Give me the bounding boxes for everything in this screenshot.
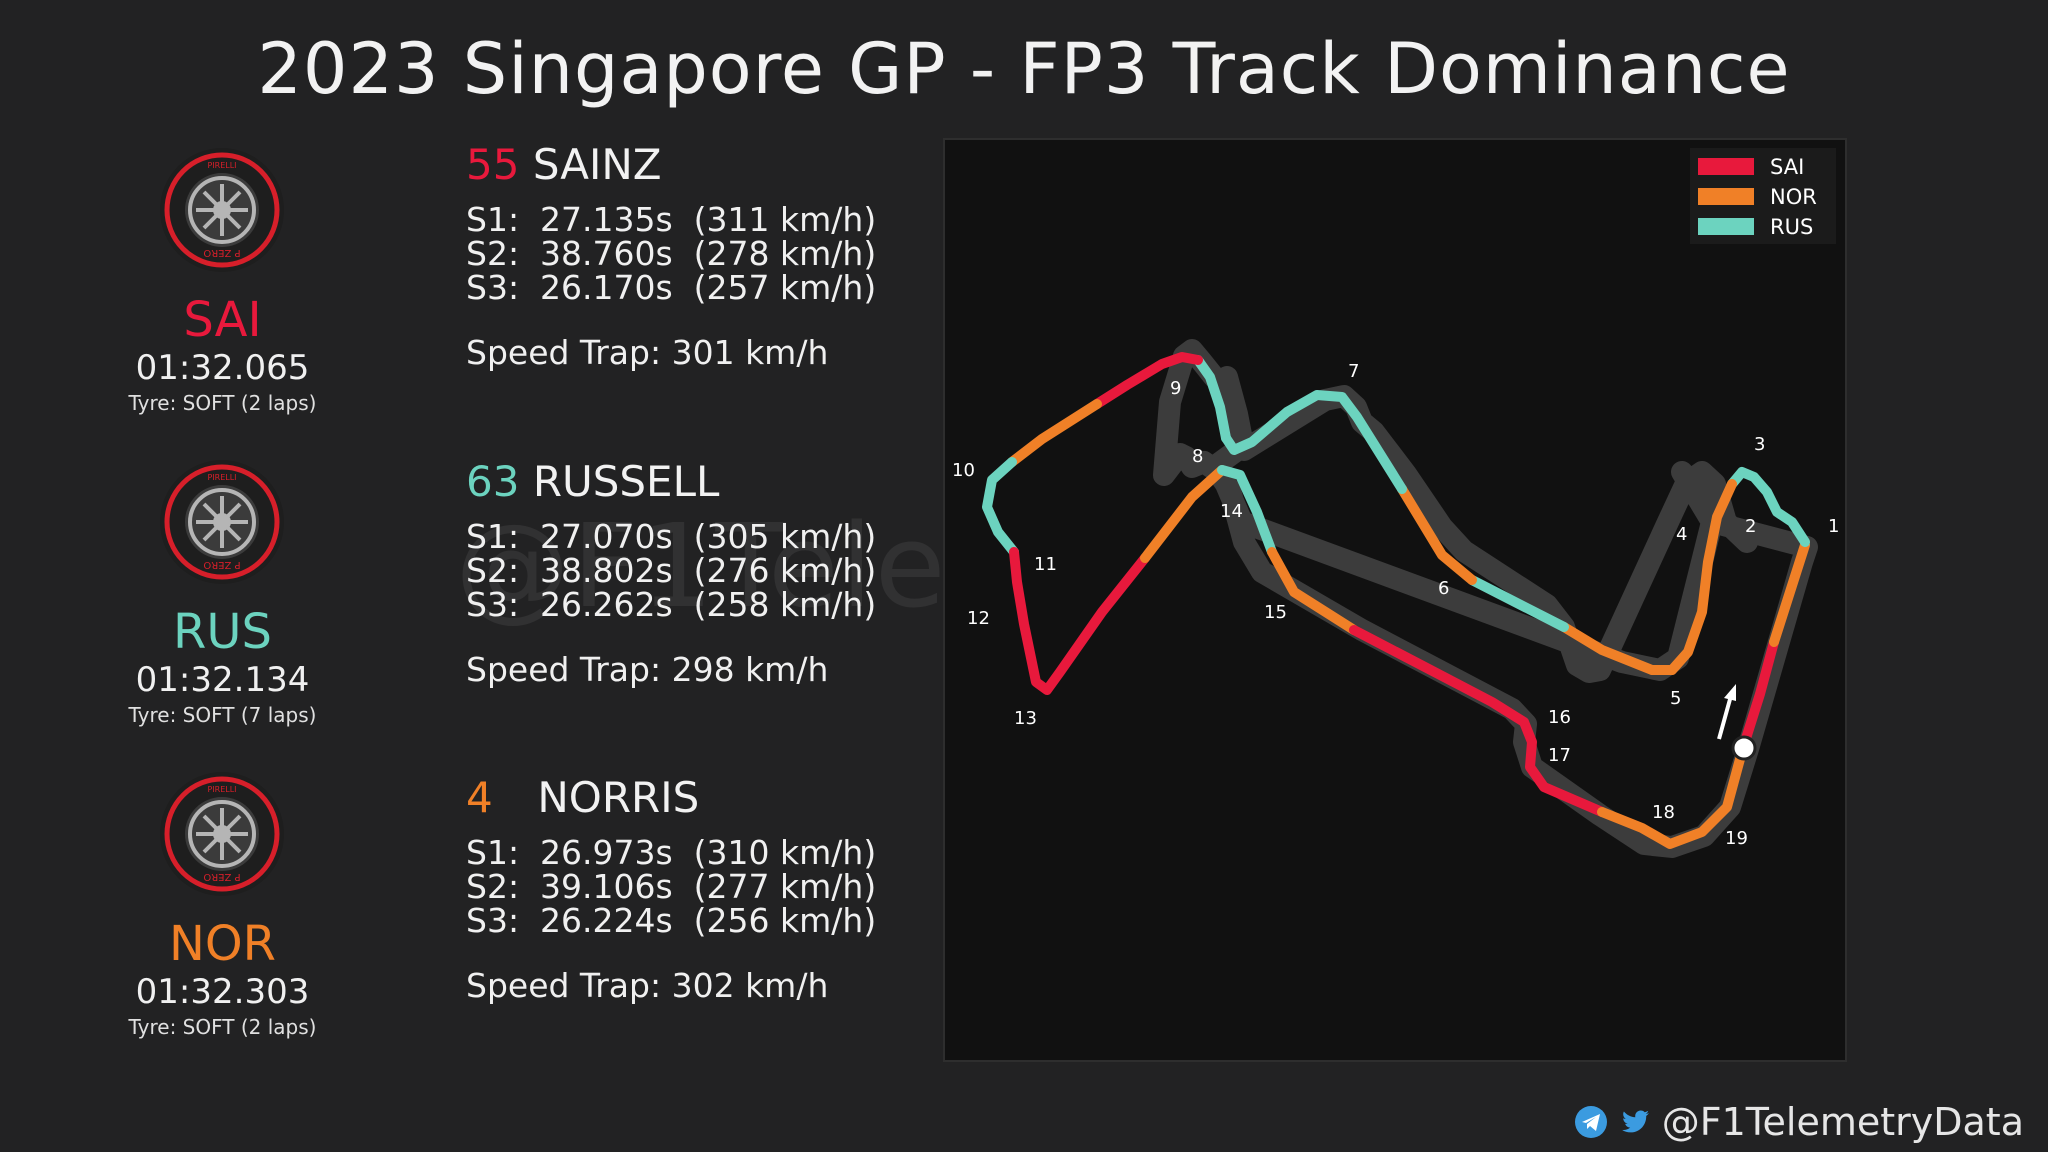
- tyre-icon: PIRELLI P ZERO: [160, 772, 284, 896]
- svg-text:PIRELLI: PIRELLI: [207, 161, 236, 170]
- driver-name: 63 RUSSELL: [466, 457, 720, 506]
- driver-abbr: NOR: [168, 916, 277, 972]
- svg-text:P ZERO: P ZERO: [203, 247, 240, 258]
- driver-info-nor: 4 NORRIS S1: 26.973s (310 km/h) S2: 39.1…: [466, 773, 926, 1005]
- sector-1: S1: 27.070s (305 km/h): [466, 517, 877, 556]
- lap-time: 01:32.303: [135, 972, 310, 1012]
- corner-label-19: 19: [1725, 828, 1748, 849]
- speed-trap: Speed Trap: 301 km/h: [466, 333, 829, 372]
- driver-abbr: RUS: [173, 604, 272, 660]
- driver-name: 4 NORRIS: [466, 773, 700, 822]
- corner-label-7: 7: [1348, 361, 1359, 382]
- corner-label-13: 13: [1014, 708, 1037, 729]
- legend-label-nor: NOR: [1770, 185, 1817, 209]
- driver-number: 4: [466, 773, 493, 822]
- tyre-info: Tyre: SOFT (7 laps): [128, 703, 317, 727]
- corner-label-12: 12: [967, 608, 990, 629]
- corner-label-2: 2: [1745, 516, 1756, 537]
- corner-label-5: 5: [1670, 688, 1681, 709]
- driver-info-rus: 63 RUSSELL S1: 27.070s (305 km/h) S2: 38…: [466, 457, 926, 689]
- corner-label-6: 6: [1438, 578, 1449, 599]
- driver-abbr: SAI: [183, 292, 262, 348]
- corner-label-9: 9: [1170, 378, 1181, 399]
- sector-1: S1: 26.973s (310 km/h): [466, 833, 877, 872]
- lap-time: 01:32.134: [135, 660, 310, 700]
- tyre-info: Tyre: SOFT (2 laps): [128, 391, 317, 415]
- corner-label-14: 14: [1220, 501, 1243, 522]
- speed-trap: Speed Trap: 298 km/h: [466, 650, 829, 689]
- sector-3: S3: 26.224s (256 km/h): [466, 901, 877, 940]
- legend: SAI NOR RUS: [1690, 148, 1836, 244]
- telegram-icon[interactable]: [1574, 1105, 1608, 1139]
- legend-label-rus: RUS: [1770, 215, 1813, 239]
- track-outline: [1153, 339, 1818, 858]
- page-title: 2023 Singapore GP - FP3 Track Dominance: [257, 28, 1791, 110]
- sector-3: S3: 26.170s (257 km/h): [466, 268, 877, 307]
- driver-name: 55 SAINZ: [466, 140, 662, 189]
- track-map: 1 2 3 4 5 6 7 8 9 10 11 12 13 14 15 16 1…: [943, 138, 1847, 1062]
- sector-2: S2: 38.802s (276 km/h): [466, 551, 877, 590]
- sector-2: S2: 38.760s (278 km/h): [466, 234, 877, 273]
- corner-label-16: 16: [1548, 707, 1571, 728]
- direction-arrow: [1717, 691, 1734, 740]
- svg-text:P ZERO: P ZERO: [203, 871, 240, 882]
- corner-label-15: 15: [1264, 602, 1287, 623]
- sector-2: S2: 39.106s (277 km/h): [466, 867, 877, 906]
- footer: @F1TelemetryData: [1574, 1100, 2024, 1144]
- corner-label-3: 3: [1754, 434, 1765, 455]
- speed-trap: Speed Trap: 302 km/h: [466, 966, 829, 1005]
- svg-text:PIRELLI: PIRELLI: [207, 473, 236, 482]
- tyre-info: Tyre: SOFT (2 laps): [128, 1015, 317, 1039]
- corner-label-17: 17: [1548, 745, 1571, 766]
- svg-text:P ZERO: P ZERO: [203, 559, 240, 570]
- corner-label-10: 10: [952, 460, 975, 481]
- driver-number: 55: [466, 140, 520, 189]
- track-svg: 1 2 3 4 5 6 7 8 9 10 11 12 13 14 15 16 1…: [952, 148, 1839, 858]
- corner-label-4: 4: [1676, 524, 1687, 545]
- sector-1: S1: 27.135s (311 km/h): [466, 200, 877, 239]
- corner-label-11: 11: [1034, 554, 1057, 575]
- tyre-icon: PIRELLI P ZERO: [160, 460, 284, 584]
- corner-label-8: 8: [1192, 446, 1203, 467]
- tyre-icon: PIRELLI P ZERO: [160, 148, 284, 272]
- start-finish-marker: [1731, 735, 1757, 761]
- svg-text:PIRELLI: PIRELLI: [207, 785, 236, 794]
- driver-info-sai: 55 SAINZ S1: 27.135s (311 km/h) S2: 38.7…: [466, 140, 926, 372]
- driver-number: 63: [466, 457, 520, 506]
- sector-3: S3: 26.262s (258 km/h): [466, 585, 877, 624]
- corner-label-18: 18: [1652, 802, 1675, 823]
- legend-label-sai: SAI: [1770, 155, 1804, 179]
- lap-time: 01:32.065: [135, 348, 310, 388]
- twitter-icon[interactable]: [1618, 1105, 1652, 1139]
- footer-handle[interactable]: @F1TelemetryData: [1661, 1100, 2024, 1144]
- corner-label-1: 1: [1828, 516, 1839, 537]
